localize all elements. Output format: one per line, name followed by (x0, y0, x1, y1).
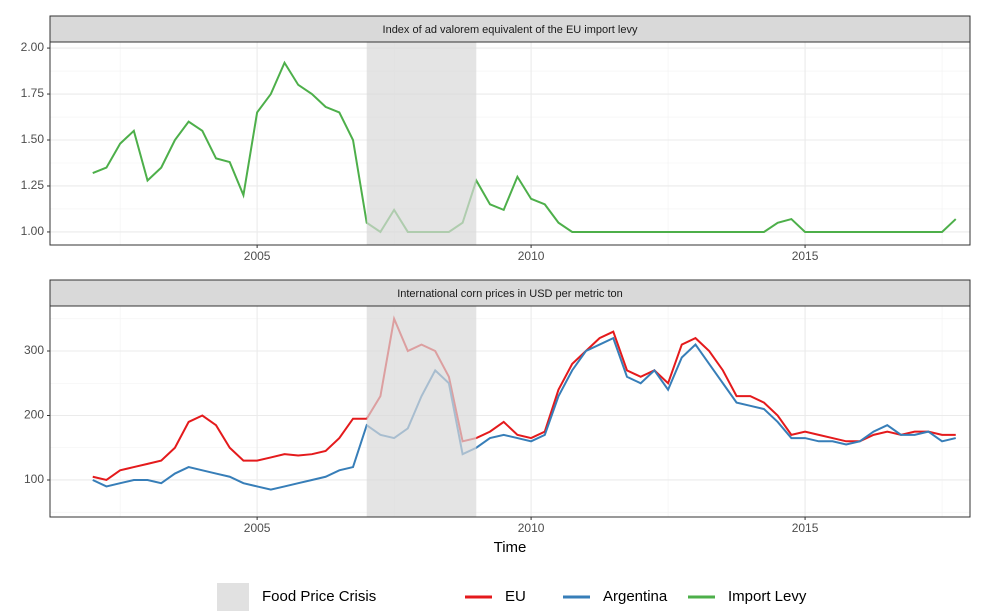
x-tick-label: 2015 (792, 521, 819, 535)
x-tick-label: 2015 (792, 249, 819, 263)
strip (49, 15, 971, 43)
panel-title: Index of ad valorem equivalent of the EU… (383, 24, 638, 36)
y-tick-label: 1.00 (21, 224, 45, 238)
line-series (92, 60, 957, 234)
panel-title: International corn prices in USD per met… (397, 288, 623, 300)
legend-label: Argentina (603, 588, 668, 605)
y-tick-label: 200 (24, 408, 44, 422)
x-tick-label: 2010 (518, 249, 545, 263)
y-tick-label: 1.50 (21, 132, 45, 146)
x-tick-label: 2005 (244, 521, 271, 535)
line-series (92, 315, 956, 482)
highlight-region (366, 306, 477, 517)
x-tick-label: 2010 (518, 521, 545, 535)
y-tick-label: 1.75 (21, 86, 45, 100)
y-tick-label: 1.25 (21, 178, 45, 192)
x-axis-label: Time (494, 539, 527, 556)
legend-swatch (217, 583, 249, 611)
line-series (92, 336, 956, 491)
panel-border (49, 41, 971, 246)
panel-border (49, 305, 971, 518)
x-tick-label: 2005 (244, 249, 271, 263)
strip (49, 279, 971, 307)
y-tick-label: 100 (24, 472, 44, 486)
legend-label: Food Price Crisis (262, 588, 376, 605)
legend-label: EU (505, 588, 526, 605)
y-tick-label: 300 (24, 343, 44, 357)
y-tick-label: 2.00 (21, 40, 45, 54)
legend-label: Import Levy (728, 588, 807, 605)
highlight-region (366, 42, 477, 245)
